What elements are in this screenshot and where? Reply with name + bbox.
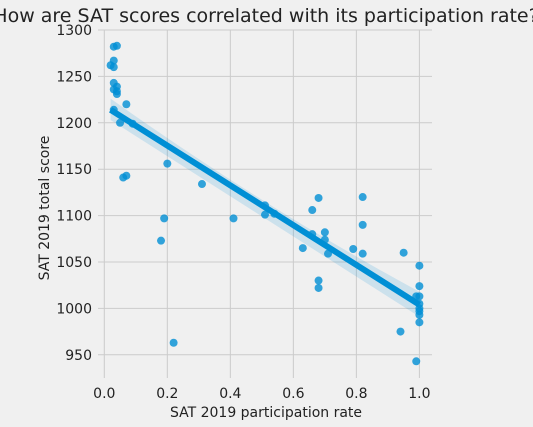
data-point — [399, 248, 408, 257]
y-tick-label: 1100 — [56, 209, 92, 225]
x-tick-label: 0.4 — [219, 386, 241, 402]
y-tick-label: 1250 — [56, 69, 92, 85]
data-point — [314, 276, 323, 285]
y-tick-label: 950 — [65, 348, 92, 364]
data-point — [415, 292, 424, 301]
data-point — [415, 318, 424, 327]
y-tick-label: 1300 — [56, 23, 92, 39]
y-tick-label: 1150 — [56, 162, 92, 178]
x-tick-label: 0.0 — [93, 386, 115, 402]
data-point — [396, 327, 405, 336]
regression-fit-line — [109, 107, 421, 308]
chart-title: How are SAT scores correlated with its p… — [0, 5, 533, 27]
data-point — [116, 118, 125, 127]
y-axis-label: SAT 2019 total score — [37, 136, 53, 281]
data-point — [314, 283, 323, 292]
y-tick-label: 1000 — [56, 301, 92, 317]
data-point — [349, 245, 358, 254]
x-tick-label: 1.0 — [408, 386, 430, 402]
data-point — [314, 193, 323, 202]
y-tick-label: 1200 — [56, 116, 92, 132]
data-point — [112, 90, 121, 99]
data-point — [109, 56, 118, 65]
x-tick-label: 0.8 — [345, 386, 367, 402]
y-tick-label: 1050 — [56, 255, 92, 271]
data-point — [320, 228, 329, 237]
x-axis-ticks: 0.0 0.2 0.4 0.6 0.8 1.0 — [93, 386, 430, 402]
x-axis-label: SAT 2019 participation rate — [170, 405, 362, 421]
x-tick-label: 0.6 — [282, 386, 304, 402]
data-point — [415, 310, 424, 319]
data-point — [415, 282, 424, 291]
data-point — [109, 63, 118, 72]
data-point — [119, 173, 128, 182]
y-axis-ticks: 950 1000 1050 1100 1150 1200 1250 1300 — [56, 23, 92, 364]
data-points — [106, 41, 424, 366]
data-point — [308, 206, 317, 215]
data-point — [163, 159, 172, 168]
data-point — [169, 338, 178, 347]
data-point — [358, 220, 367, 229]
data-point — [298, 244, 307, 253]
data-point — [261, 210, 269, 219]
data-point — [229, 214, 238, 223]
data-point — [160, 214, 169, 223]
data-point — [358, 193, 367, 202]
regression-line — [109, 107, 421, 308]
data-point — [412, 357, 421, 366]
data-point — [112, 41, 121, 50]
data-point — [122, 100, 131, 109]
data-point — [415, 261, 424, 270]
data-point — [157, 236, 166, 245]
data-point — [358, 249, 367, 258]
x-tick-label: 0.2 — [156, 386, 178, 402]
data-point — [197, 180, 206, 189]
